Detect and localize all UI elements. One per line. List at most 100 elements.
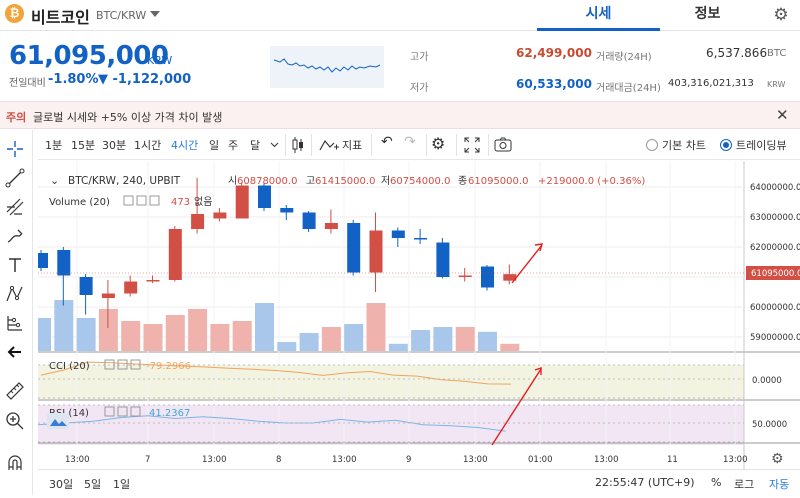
settings-icon[interactable]: ⚙ bbox=[431, 134, 446, 153]
ruler-icon[interactable] bbox=[4, 380, 26, 402]
legend-open-label: 시 bbox=[228, 175, 237, 187]
magnet-icon[interactable] bbox=[4, 452, 26, 474]
time-axis-tick: 13:00 bbox=[594, 455, 619, 465]
clock: 22:55:47 (UTC+9) bbox=[595, 476, 695, 489]
candle-body bbox=[324, 223, 338, 229]
interval-1h[interactable]: 1시간 bbox=[134, 139, 162, 152]
candle-body bbox=[436, 242, 450, 277]
legend-symbol: BTC/KRW, 240, UPBIT bbox=[68, 175, 181, 187]
close-small-icon[interactable] bbox=[130, 359, 141, 370]
basic-chart-label[interactable]: 기본 차트 bbox=[662, 139, 706, 152]
crosshair-icon[interactable] bbox=[4, 138, 26, 160]
change-amount: ▼ -1,122,000 bbox=[98, 72, 192, 87]
fib-icon[interactable] bbox=[4, 196, 26, 218]
indicator-button[interactable]: 지표 bbox=[342, 139, 363, 152]
mini-chart bbox=[270, 46, 384, 88]
zoom-in-icon[interactable] bbox=[4, 410, 26, 432]
chevron-down-icon[interactable] bbox=[270, 142, 279, 148]
chart-area[interactable]: 64000000.063000000.062000000.061000000.0… bbox=[32, 161, 800, 495]
time-axis-tick: 7 bbox=[145, 455, 150, 465]
pattern-icon[interactable] bbox=[4, 283, 26, 305]
tradingview-label[interactable]: 트레이딩뷰 bbox=[736, 139, 787, 152]
settings-small-icon[interactable] bbox=[117, 406, 128, 417]
time-axis-tick: 9 bbox=[406, 455, 411, 465]
interval-30m[interactable]: 30분 bbox=[102, 139, 127, 152]
tradingview-radio[interactable] bbox=[720, 139, 732, 151]
volume-legend: Volume (20) bbox=[49, 197, 110, 208]
legend-close-label: 종 bbox=[458, 175, 467, 187]
interval-15m[interactable]: 15분 bbox=[71, 139, 96, 152]
percent-toggle[interactable]: % bbox=[711, 476, 722, 489]
chart-bottom-bar: 30일 5일 1일 22:55:47 (UTC+9) % 로그 자동 bbox=[38, 469, 800, 495]
interval-month[interactable]: 달 bbox=[250, 139, 261, 152]
time-axis-tick: 13:00 bbox=[202, 455, 227, 465]
low-label: 저가 bbox=[410, 83, 429, 94]
price-chart[interactable]: 64000000.063000000.062000000.061000000.0… bbox=[32, 161, 800, 495]
text-icon[interactable] bbox=[4, 254, 26, 276]
eye-icon[interactable] bbox=[104, 406, 115, 417]
redo-icon[interactable]: ↷ bbox=[404, 134, 416, 150]
cci-value: -79.2966 bbox=[146, 361, 191, 372]
candle-body bbox=[347, 223, 361, 273]
tab-info[interactable]: 정보 bbox=[694, 6, 721, 22]
fullscreen-icon[interactable] bbox=[464, 137, 480, 153]
last-price-label: 61095000.0 bbox=[751, 269, 800, 279]
price-axis-tick: 64000000.0 bbox=[750, 183, 800, 193]
time-axis-tick: 11 bbox=[667, 455, 678, 465]
close-small-icon[interactable] bbox=[149, 195, 160, 206]
chevron-up-icon[interactable]: ⌄ bbox=[50, 174, 59, 187]
interval-4h[interactable]: 4시간 bbox=[171, 139, 199, 152]
trend-line-icon[interactable] bbox=[4, 167, 26, 189]
arrow-left-icon[interactable] bbox=[4, 341, 26, 363]
candle-type-icon[interactable] bbox=[291, 136, 305, 154]
close-icon[interactable]: ✕ bbox=[776, 106, 789, 124]
candle-body bbox=[35, 253, 48, 268]
value-label: 거래대금(24H) bbox=[596, 83, 661, 94]
chevron-down-icon[interactable] bbox=[150, 11, 160, 17]
camera-icon[interactable] bbox=[494, 137, 512, 152]
tab-quote[interactable]: 시세 bbox=[537, 0, 660, 31]
basic-chart-radio[interactable] bbox=[646, 139, 658, 151]
range-30d[interactable]: 30일 bbox=[49, 478, 74, 491]
interval-day[interactable]: 일 bbox=[209, 139, 220, 152]
volume-unit: BTC bbox=[767, 48, 787, 59]
settings-small-icon[interactable] bbox=[117, 359, 128, 370]
divider bbox=[426, 134, 427, 156]
volume-bar bbox=[210, 324, 230, 351]
eye-icon[interactable] bbox=[104, 359, 115, 370]
time-axis-tick: 13:00 bbox=[65, 455, 90, 465]
candle-body bbox=[481, 266, 494, 288]
annotation-arrow bbox=[511, 244, 543, 284]
brush-icon[interactable] bbox=[4, 225, 26, 247]
range-5d[interactable]: 5일 bbox=[84, 478, 102, 491]
close-small-icon[interactable] bbox=[130, 406, 141, 417]
interval-week[interactable]: 주 bbox=[228, 139, 239, 152]
candle-body bbox=[79, 277, 93, 295]
volume-extra: 없음 bbox=[194, 195, 212, 208]
settings-small-icon[interactable] bbox=[136, 195, 147, 206]
range-1d[interactable]: 1일 bbox=[113, 478, 131, 491]
gear-icon[interactable]: ⚙ bbox=[771, 451, 784, 467]
coin-name[interactable]: 비트코인 bbox=[31, 8, 90, 27]
rsi-value: 41.2367 bbox=[149, 408, 190, 419]
log-toggle[interactable]: 로그 bbox=[734, 478, 755, 491]
volume-bar bbox=[366, 303, 386, 351]
eye-icon[interactable] bbox=[123, 195, 134, 206]
rsi-axis-tick: 50.0000 bbox=[752, 420, 787, 430]
rsi-line bbox=[37, 415, 506, 432]
cci-line bbox=[40, 361, 512, 385]
volume-bar bbox=[344, 324, 364, 351]
undo-icon[interactable]: ↶ bbox=[381, 134, 393, 150]
time-axis-tick: 13:00 bbox=[463, 455, 488, 465]
bitcoin-icon: ₿ bbox=[5, 4, 24, 23]
divider bbox=[456, 134, 457, 156]
candle-body bbox=[101, 293, 115, 298]
interval-1m[interactable]: 1분 bbox=[45, 139, 63, 152]
legend-high: 61415000.0 bbox=[315, 176, 375, 187]
auto-toggle[interactable]: 자동 bbox=[769, 478, 790, 491]
prediction-icon[interactable] bbox=[4, 312, 26, 334]
volume-bar bbox=[188, 309, 208, 351]
mini-chart-line bbox=[273, 58, 381, 73]
indicator-icon[interactable] bbox=[319, 138, 339, 152]
gear-icon[interactable]: ⚙ bbox=[773, 5, 789, 25]
